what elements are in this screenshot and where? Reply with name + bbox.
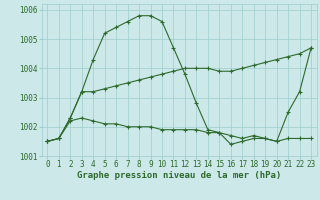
X-axis label: Graphe pression niveau de la mer (hPa): Graphe pression niveau de la mer (hPa) (77, 171, 281, 180)
